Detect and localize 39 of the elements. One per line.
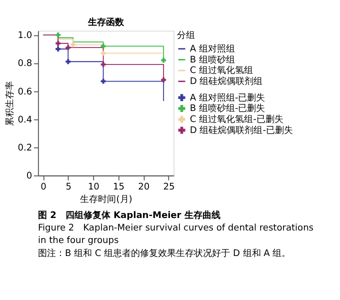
caption: Figure 2 Kaplan-Meier survival curves of dental restorations in the four groups	[38, 224, 314, 246]
point	[56, 46, 61, 52]
point	[100, 44, 106, 49]
y-tick-label: 0	[26, 172, 32, 182]
y-tick-label: 0.2	[18, 143, 32, 154]
legend-label: D 组硅烷偶联剂组	[190, 76, 263, 88]
text: 图注：B 组和 C 组患者的修复效果生存状况好于 D 组和 A 组。	[38, 248, 291, 259]
legend-label: B 组喷砂组-已删失	[190, 103, 266, 114]
point	[161, 77, 166, 82]
x-tick-label: 0	[40, 182, 47, 192]
y-axis-title: 累积生存率	[4, 81, 16, 126]
point	[70, 42, 76, 48]
chart-title: 生存函数	[86, 16, 125, 28]
x-tick-label: 20	[138, 182, 150, 192]
point	[100, 78, 106, 84]
point	[100, 62, 106, 67]
legend-label: D 组硅烷偶联剂组-已删失	[190, 124, 293, 136]
point	[66, 59, 71, 64]
y-tick-label: 0.4	[18, 115, 32, 126]
legend-label: A 组对照组	[190, 44, 235, 55]
x-axis-title: 生存时间(月)	[80, 194, 132, 206]
legend-label: C 组过氧化氢组-已删失	[190, 114, 284, 126]
point	[56, 32, 61, 38]
x-tick-label: 15	[113, 182, 125, 192]
y-tick-label: 0.6	[18, 87, 32, 98]
y-tick-label: 0.8	[18, 59, 32, 70]
legend-label: A 组对照组-已删失	[190, 92, 266, 104]
legend-label: C 组过氧化氢组	[190, 65, 254, 76]
point	[100, 50, 106, 56]
x-tick-label: 5	[66, 182, 72, 192]
x-tick-label: 25	[163, 182, 175, 192]
x-tick-label: 10	[88, 182, 100, 192]
caption: 图 2 四组修复体 Kaplan-Meier 生存曲线	[38, 210, 220, 221]
point	[161, 58, 166, 63]
legend-label: B 组喷砂组	[190, 54, 235, 66]
point	[56, 40, 61, 46]
legend-title: 分组	[177, 30, 196, 41]
y-tick-label: 1.0	[18, 31, 32, 42]
point	[66, 45, 71, 50]
